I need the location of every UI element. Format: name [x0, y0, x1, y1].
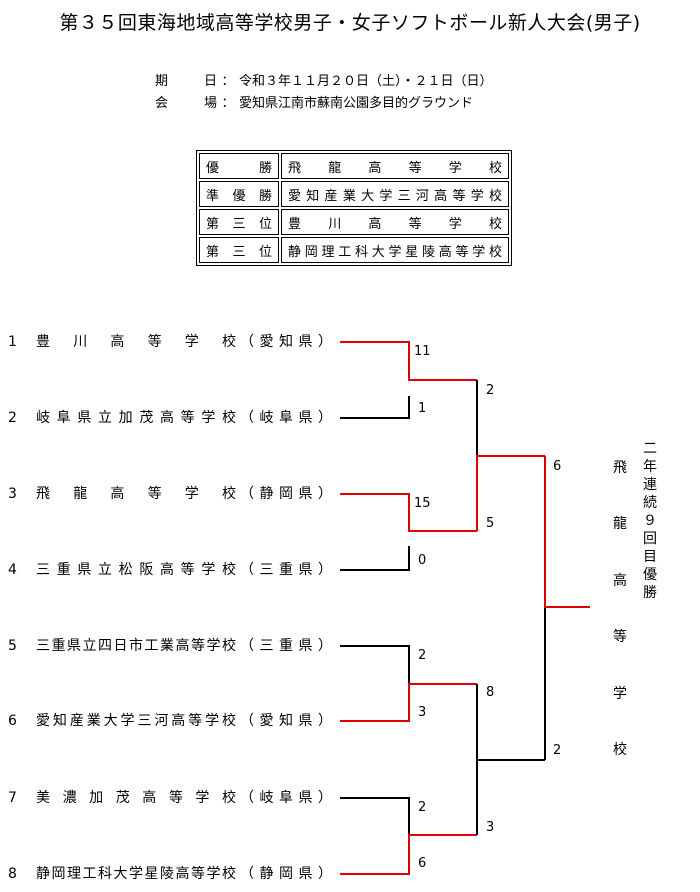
- result-school: 静岡理工科大学星陵高等学校: [281, 237, 509, 263]
- date-label: 期日: [155, 74, 217, 89]
- venue-row: 会場：愛知県江南市蘇南公園多目的グラウンド: [155, 92, 473, 111]
- team-prefecture: （愛知県）: [240, 713, 332, 729]
- result-rank: 第三位: [199, 209, 279, 235]
- bracket-line-loser: [340, 797, 410, 835]
- champion-char: 学: [613, 686, 627, 702]
- venue-label: 会場: [155, 96, 217, 111]
- score-r1: 2: [418, 800, 427, 815]
- team-name: 三重県立四日市工業高等学校: [36, 638, 236, 654]
- champion-name: 飛 龍 高 等 学 校: [609, 457, 631, 759]
- result-row: 優勝 飛龍高等学校: [199, 153, 509, 179]
- champion-char: 高: [613, 573, 627, 589]
- date-row: 期日：令和３年１１月２０日（土）・２１日（日）: [155, 70, 493, 89]
- score-r2: 8: [486, 685, 495, 700]
- bracket-line-loser: [340, 645, 410, 684]
- team-name: 岐阜県立加茂高等学校: [36, 410, 236, 426]
- team-number: 7: [8, 790, 17, 806]
- team-number: 4: [8, 562, 17, 578]
- team-entry: 1 豊川高等学校 （愛知県）: [8, 332, 332, 352]
- result-rank: 優勝: [199, 153, 279, 179]
- team-prefecture: （静岡県）: [240, 486, 332, 502]
- date-value: 令和３年１１月２０日（土）・２１日（日）: [239, 74, 493, 89]
- team-prefecture: （静岡県）: [240, 866, 332, 882]
- team-prefecture: （岐阜県）: [240, 790, 332, 806]
- note-char: ９: [643, 513, 657, 529]
- note-char: 優: [643, 567, 657, 583]
- result-school: 愛知産業大学三河高等学校: [281, 181, 509, 207]
- page-title: 第３５回東海地域高等学校男子・女子ソフトボール新人大会(男子): [59, 12, 641, 34]
- score-r1: 0: [418, 553, 427, 568]
- team-entry: 7 美濃加茂高等学校 （岐阜県）: [8, 788, 332, 808]
- score-r2: 2: [486, 383, 495, 398]
- team-number: 1: [8, 334, 17, 350]
- score-r1: 1: [418, 401, 427, 416]
- champion-note: 二 年 連 続 ９ 回 目 優 勝: [640, 440, 660, 602]
- team-name: 愛知産業大学三河高等学校: [36, 713, 236, 729]
- team-name: 飛龍高等学校: [36, 486, 236, 502]
- bracket-line-loser: [340, 396, 410, 419]
- team-prefecture: （三重県）: [240, 638, 332, 654]
- team-name: 美濃加茂高等学校: [36, 790, 236, 806]
- team-number: 3: [8, 486, 17, 502]
- result-school: 豊川高等学校: [281, 209, 509, 235]
- team-entry: 2 岐阜県立加茂高等学校 （岐阜県）: [8, 408, 332, 428]
- team-prefecture: （三重県）: [240, 562, 332, 578]
- bracket-line-winner: [340, 683, 477, 722]
- results-table: 優勝 飛龍高等学校 準優勝 愛知産業大学三河高等学校 第三位 豊川高等学校 第三位 静岡…: [196, 150, 512, 266]
- score-final: 6: [553, 459, 562, 474]
- score-r2: 3: [486, 820, 495, 835]
- team-name: 豊川高等学校: [36, 334, 236, 350]
- team-entry: 4 三重県立松阪高等学校 （三重県）: [8, 560, 332, 580]
- team-number: 5: [8, 638, 17, 654]
- score-r1: 3: [418, 705, 427, 720]
- result-row: 第三位 静岡理工科大学星陵高等学校: [199, 237, 509, 263]
- champion-char: 校: [613, 742, 627, 758]
- result-row: 第三位 豊川高等学校: [199, 209, 509, 235]
- champion-char: 飛: [613, 460, 627, 476]
- team-prefecture: （岐阜県）: [240, 410, 332, 426]
- team-number: 8: [8, 866, 17, 882]
- bracket-line-winner: [340, 834, 477, 875]
- result-school: 飛龍高等学校: [281, 153, 509, 179]
- bracket-line-winner: [340, 341, 477, 381]
- team-name: 三重県立松阪高等学校: [36, 562, 236, 578]
- score-r2: 5: [486, 516, 495, 531]
- score-r1: 11: [414, 344, 431, 359]
- note-char: 年: [643, 459, 657, 475]
- note-char: 二: [643, 441, 657, 457]
- note-char: 勝: [643, 585, 657, 601]
- team-name: 静岡理工科大学星陵高等学校: [36, 866, 236, 882]
- score-r1: 15: [414, 496, 431, 511]
- team-entry: 5 三重県立四日市工業高等学校 （三重県）: [8, 636, 332, 656]
- score-final: 2: [553, 743, 562, 758]
- bracket-line-winner: [340, 493, 477, 532]
- team-entry: 3 飛龍高等学校 （静岡県）: [8, 484, 332, 504]
- bracket-line-winner: [476, 684, 545, 761]
- champion-char: 龍: [613, 516, 627, 532]
- note-char: 連: [643, 477, 657, 493]
- team-number: 6: [8, 713, 17, 729]
- bracket-line-winner: [476, 455, 545, 531]
- team-entry: 6 愛知産業大学三河高等学校 （愛知県）: [8, 711, 332, 731]
- bracket-line-loser: [340, 546, 410, 571]
- note-char: 目: [643, 549, 657, 565]
- score-r1: 6: [418, 856, 427, 871]
- result-row: 準優勝 愛知産業大学三河高等学校: [199, 181, 509, 207]
- champion-char: 等: [613, 629, 627, 645]
- note-char: 続: [643, 495, 657, 511]
- team-number: 2: [8, 410, 17, 426]
- score-r1: 2: [418, 648, 427, 663]
- result-rank: 準優勝: [199, 181, 279, 207]
- venue-value: 愛知県江南市蘇南公園多目的グラウンド: [239, 96, 474, 111]
- team-entry: 8 静岡理工科大学星陵高等学校 （静岡県）: [8, 864, 332, 884]
- team-prefecture: （愛知県）: [240, 334, 332, 350]
- bracket-line-winner: [544, 456, 590, 608]
- note-char: 回: [643, 531, 657, 547]
- result-rank: 第三位: [199, 237, 279, 263]
